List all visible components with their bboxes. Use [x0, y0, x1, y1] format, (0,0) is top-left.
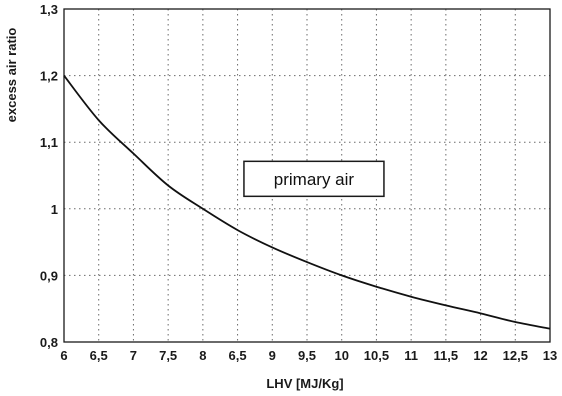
x-tick-label: 10,5	[364, 348, 389, 363]
y-axis-ticks: 0,8 0,9 1 1,1 1,2 1,3	[40, 2, 58, 350]
y-tick-label: 1,3	[40, 2, 58, 17]
x-axis-ticks: 6 6,5 7 7,5 8 6,5 9 9,5 10 10,5 11 11,5 12 12,5 13	[60, 348, 557, 363]
x-tick-label: 7,5	[159, 348, 177, 363]
annotations: primary air	[243, 160, 385, 198]
x-tick-label: 9	[269, 348, 276, 363]
x-tick-label: 8	[199, 348, 206, 363]
annotation-box	[243, 160, 385, 198]
x-tick-label: 13	[543, 348, 557, 363]
x-tick-label: 6,5	[229, 348, 247, 363]
y-tick-label: 1,2	[40, 69, 58, 84]
series-line	[63, 75, 551, 330]
x-tick-label: 10	[334, 348, 348, 363]
x-tick-label: 12,5	[503, 348, 528, 363]
plot-frame	[63, 8, 551, 343]
series-group	[63, 75, 551, 330]
x-tick-label: 7	[130, 348, 137, 363]
y-tick-label: 0,8	[40, 335, 58, 350]
x-axis-label: LHV [MJ/Kg]	[266, 376, 343, 391]
x-tick-label: 11,5	[434, 348, 459, 363]
x-tick-label: 9,5	[298, 348, 316, 363]
annotation-label: primary air	[274, 170, 355, 189]
x-tick-label: 11	[404, 348, 418, 363]
y-tick-label: 1	[51, 202, 58, 217]
y-axis-label: excess air ratio	[4, 28, 19, 123]
x-tick-label: 6,5	[90, 348, 108, 363]
y-tick-label: 1,1	[40, 135, 58, 150]
x-tick-label: 6	[60, 348, 67, 363]
y-tick-label: 0,9	[40, 268, 58, 283]
x-tick-label: 12	[473, 348, 487, 363]
